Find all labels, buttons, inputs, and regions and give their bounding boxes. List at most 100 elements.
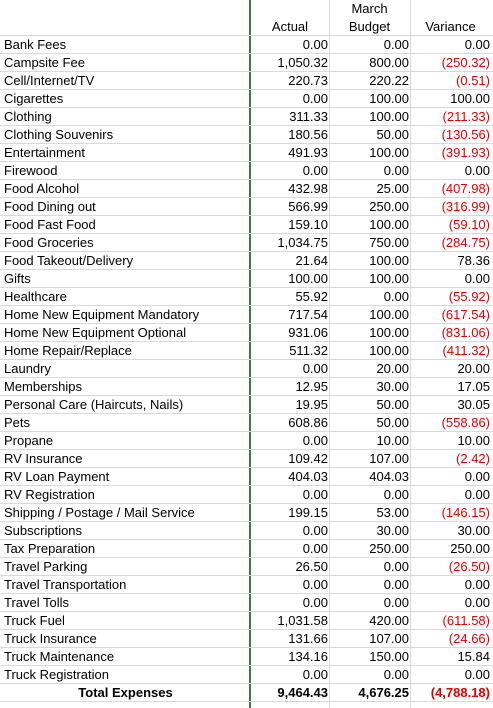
- variance-header[interactable]: Variance: [425, 19, 476, 34]
- variance-cell[interactable]: 15.84: [457, 649, 490, 664]
- category-cell[interactable]: Food Groceries: [4, 235, 94, 250]
- category-cell[interactable]: Food Takeout/Delivery: [4, 253, 134, 268]
- actual-cell[interactable]: 220.73: [288, 73, 328, 88]
- budget-cell[interactable]: 100.00: [369, 271, 409, 286]
- actual-cell[interactable]: 511.32: [289, 343, 328, 358]
- variance-cell[interactable]: (407.98): [441, 181, 490, 196]
- variance-cell[interactable]: 0.00: [464, 577, 490, 592]
- budget-cell[interactable]: 107.00: [369, 631, 409, 646]
- variance-cell[interactable]: (611.58): [442, 613, 490, 628]
- actual-cell[interactable]: 100.00: [288, 271, 328, 286]
- category-cell[interactable]: Bank Fees: [4, 37, 67, 52]
- category-cell[interactable]: Campsite Fee: [4, 55, 85, 70]
- actual-cell[interactable]: 134.16: [288, 649, 328, 664]
- budget-cell[interactable]: 10.00: [376, 433, 409, 448]
- budget-cell[interactable]: 0.00: [383, 595, 409, 610]
- variance-cell[interactable]: 0.00: [464, 163, 490, 178]
- category-cell[interactable]: Truck Maintenance: [4, 649, 115, 664]
- actual-cell[interactable]: 0.00: [302, 523, 328, 538]
- actual-cell[interactable]: 491.93: [288, 145, 328, 160]
- actual-cell[interactable]: 0.00: [302, 163, 328, 178]
- category-cell[interactable]: Healthcare: [4, 289, 67, 304]
- actual-cell[interactable]: 55.92: [295, 289, 328, 304]
- actual-cell[interactable]: 12.95: [295, 379, 328, 394]
- category-cell[interactable]: Clothing: [4, 109, 52, 124]
- budget-cell[interactable]: 53.00: [376, 505, 409, 520]
- variance-cell[interactable]: 30.05: [457, 397, 490, 412]
- variance-cell[interactable]: 0.00: [464, 37, 490, 52]
- category-cell[interactable]: RV Insurance: [4, 451, 83, 466]
- budget-cell[interactable]: 0.00: [383, 37, 409, 52]
- category-cell[interactable]: Tax Preparation: [4, 541, 96, 556]
- category-cell[interactable]: Food Alcohol: [4, 181, 80, 196]
- budget-cell[interactable]: 100.00: [369, 91, 409, 106]
- total-actual[interactable]: 9,464.43: [277, 685, 328, 700]
- variance-cell[interactable]: 78.36: [457, 253, 490, 268]
- budget-cell[interactable]: 0.00: [383, 667, 409, 682]
- variance-cell[interactable]: (55.92): [448, 289, 490, 304]
- category-cell[interactable]: Gifts: [4, 271, 31, 286]
- budget-cell[interactable]: 150.00: [369, 649, 409, 664]
- budget-cell[interactable]: 800.00: [369, 55, 409, 70]
- actual-cell[interactable]: 1,050.32: [277, 55, 328, 70]
- budget-cell[interactable]: 50.00: [376, 415, 409, 430]
- category-cell[interactable]: Clothing Souvenirs: [4, 127, 114, 142]
- budget-cell[interactable]: 250.00: [369, 199, 409, 214]
- variance-cell[interactable]: (0.51): [456, 73, 490, 88]
- actual-cell[interactable]: 1,034.75: [277, 235, 328, 250]
- budget-cell[interactable]: 100.00: [369, 253, 409, 268]
- budget-cell[interactable]: 25.00: [376, 181, 409, 196]
- total-label[interactable]: Total Expenses: [78, 685, 173, 700]
- category-cell[interactable]: RV Loan Payment: [4, 469, 110, 484]
- category-cell[interactable]: Truck Registration: [4, 667, 109, 682]
- budget-header[interactable]: Budget: [348, 19, 391, 34]
- variance-cell[interactable]: 0.00: [464, 487, 490, 502]
- budget-cell[interactable]: 20.00: [376, 361, 409, 376]
- variance-cell[interactable]: 20.00: [457, 361, 490, 376]
- actual-cell[interactable]: 0.00: [302, 577, 328, 592]
- budget-cell[interactable]: 250.00: [369, 541, 409, 556]
- category-cell[interactable]: Memberships: [4, 379, 83, 394]
- actual-cell[interactable]: 180.56: [288, 127, 328, 142]
- variance-cell[interactable]: (24.66): [448, 631, 490, 646]
- budget-cell[interactable]: 100.00: [369, 109, 409, 124]
- actual-cell[interactable]: 0.00: [302, 541, 328, 556]
- month-header[interactable]: March: [351, 1, 388, 16]
- actual-cell[interactable]: 931.06: [288, 325, 328, 340]
- category-cell[interactable]: Food Fast Food: [4, 217, 96, 232]
- actual-cell[interactable]: 19.95: [295, 397, 328, 412]
- variance-cell[interactable]: (59.10): [448, 217, 490, 232]
- actual-cell[interactable]: 0.00: [302, 433, 328, 448]
- category-cell[interactable]: Home New Equipment Mandatory: [4, 307, 200, 322]
- actual-cell[interactable]: 21.64: [295, 253, 328, 268]
- budget-cell[interactable]: 100.00: [369, 145, 409, 160]
- actual-header[interactable]: Actual: [271, 19, 309, 34]
- frozen-pane-divider[interactable]: [249, 0, 251, 708]
- actual-cell[interactable]: 0.00: [302, 91, 328, 106]
- budget-cell[interactable]: 0.00: [383, 487, 409, 502]
- variance-cell[interactable]: (617.54): [441, 307, 490, 322]
- actual-cell[interactable]: 159.10: [288, 217, 328, 232]
- category-cell[interactable]: Firewood: [4, 163, 58, 178]
- actual-cell[interactable]: 404.03: [288, 469, 328, 484]
- variance-cell[interactable]: (250.32): [441, 55, 490, 70]
- budget-cell[interactable]: 107.00: [369, 451, 409, 466]
- budget-cell[interactable]: 30.00: [376, 523, 409, 538]
- total-budget[interactable]: 4,676.25: [358, 685, 409, 700]
- budget-cell[interactable]: 404.03: [369, 469, 409, 484]
- variance-cell[interactable]: (26.50): [448, 559, 490, 574]
- category-cell[interactable]: RV Registration: [4, 487, 95, 502]
- variance-cell[interactable]: (2.42): [456, 451, 490, 466]
- category-cell[interactable]: Propane: [4, 433, 54, 448]
- total-variance[interactable]: (4,788.18): [430, 685, 490, 700]
- budget-cell[interactable]: 50.00: [376, 397, 409, 412]
- budget-cell[interactable]: 220.22: [369, 73, 409, 88]
- variance-cell[interactable]: 100.00: [450, 91, 490, 106]
- category-cell[interactable]: Truck Fuel: [4, 613, 65, 628]
- variance-cell[interactable]: (558.86): [441, 415, 490, 430]
- budget-cell[interactable]: 100.00: [369, 217, 409, 232]
- variance-cell[interactable]: (391.93): [441, 145, 490, 160]
- actual-cell[interactable]: 566.99: [288, 199, 328, 214]
- category-cell[interactable]: Laundry: [4, 361, 51, 376]
- variance-cell[interactable]: 17.05: [457, 379, 490, 394]
